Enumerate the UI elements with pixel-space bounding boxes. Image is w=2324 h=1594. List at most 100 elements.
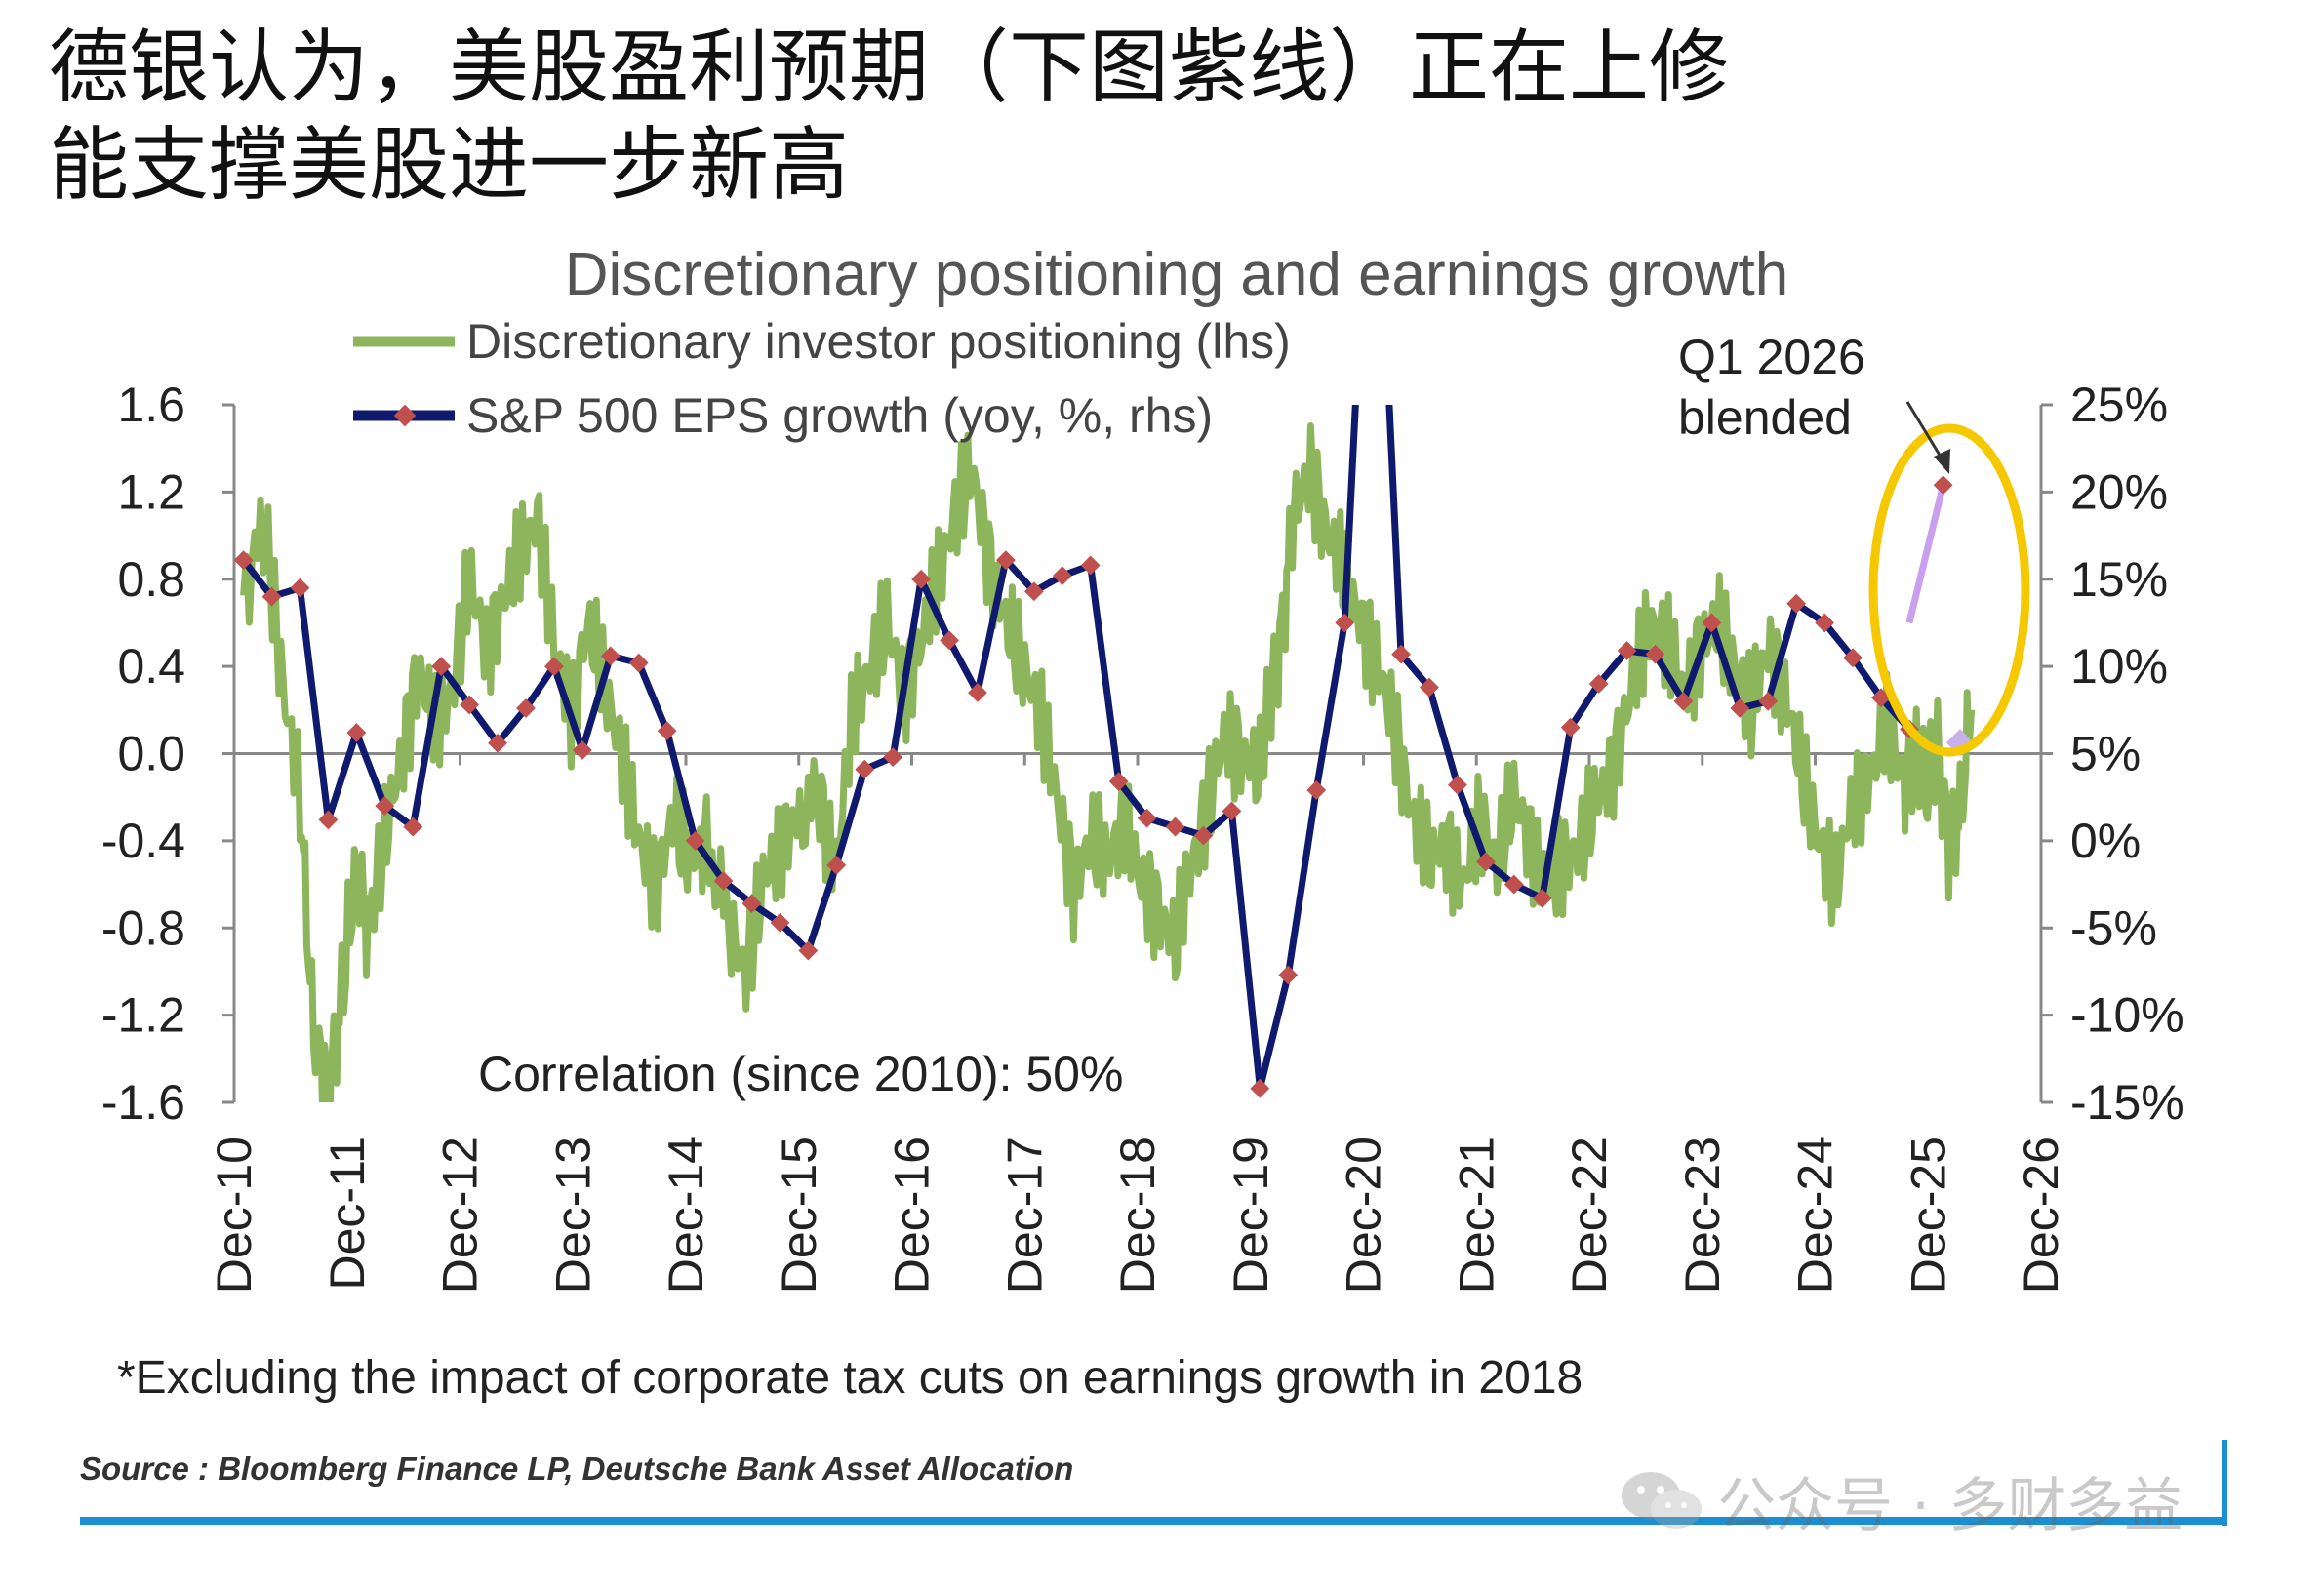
q1-2026-blended-line	[1905, 484, 1947, 624]
x-tick-label: Dec-12	[433, 1136, 488, 1294]
eps-growth-point	[1250, 1078, 1270, 1098]
eps-growth-point	[1758, 691, 1779, 711]
eps-growth-point	[1560, 717, 1581, 737]
x-tick-label: Dec-22	[1562, 1136, 1617, 1294]
eps-growth-point	[798, 940, 819, 961]
eps-growth-point	[1137, 808, 1157, 828]
eps-growth-point	[1645, 644, 1665, 664]
wechat-icon	[1622, 1472, 1702, 1529]
eps-growth-point	[346, 723, 367, 742]
x-tick-label: Dec-20	[1337, 1136, 1391, 1294]
right-tick-label: 5%	[2070, 727, 2141, 781]
eps-growth-point	[1673, 691, 1694, 711]
eps-growth-point	[1815, 613, 1835, 633]
eps-growth-point	[1278, 965, 1299, 985]
eps-growth-point	[1503, 874, 1524, 895]
left-tick-label: -1.6	[101, 1075, 185, 1130]
eps-growth-point	[318, 810, 339, 830]
eps-growth-point	[1391, 644, 1411, 664]
left-tick-label: 1.6	[117, 378, 185, 432]
x-tick-label: Dec-25	[1901, 1136, 1955, 1294]
eps-growth-point	[488, 733, 507, 753]
eps-growth-point	[713, 871, 734, 891]
left-tick-label: 0.8	[117, 552, 185, 607]
right-tick-label: 20%	[2070, 464, 2168, 519]
eps-growth-point	[770, 912, 790, 933]
eps-growth-point	[741, 894, 762, 914]
eps-growth-point	[1843, 648, 1863, 668]
x-tick-label: Dec-13	[545, 1136, 600, 1294]
x-tick-label: Dec-23	[1675, 1136, 1730, 1294]
x-tick-label: Dec-11	[320, 1136, 375, 1290]
left-tick-label: 0.4	[117, 639, 185, 694]
legend-label: Discretionary investor positioning (lhs)	[466, 314, 1291, 369]
eps-growth-point	[261, 586, 282, 607]
right-tick-label: -10%	[2070, 988, 2184, 1043]
eps-growth-point	[544, 657, 564, 677]
left-tick-label: 1.2	[117, 464, 185, 519]
annotation-arrow-head	[1934, 449, 1950, 474]
eps-growth-point	[1080, 555, 1101, 576]
eps-growth-point	[403, 817, 423, 837]
eps-growth-point	[1588, 674, 1609, 694]
eps-growth-point	[1193, 825, 1214, 846]
eps-growth-point	[1306, 780, 1327, 800]
highlight-ellipse	[1868, 423, 2030, 757]
x-tick-label: Dec-17	[997, 1136, 1052, 1294]
eps-growth-point	[572, 740, 592, 760]
watermark: 公众号 · 多财多益	[1620, 1461, 2183, 1540]
eps-growth-point	[1617, 641, 1637, 660]
eps-growth-point	[516, 698, 536, 718]
x-tick-label: Dec-16	[885, 1136, 940, 1294]
right-tick-label: -15%	[2070, 1075, 2184, 1130]
q1-2026-blended-point	[1933, 475, 1953, 496]
bottom-rule-tick	[2222, 1440, 2227, 1526]
eps-growth-point	[1165, 817, 1185, 837]
eps-growth-point	[968, 683, 987, 702]
x-tick-label: Dec-24	[1788, 1136, 1843, 1294]
eps-growth-point	[460, 695, 480, 715]
x-tick-label: Dec-21	[1449, 1136, 1503, 1294]
right-tick-label: 15%	[2070, 552, 2168, 607]
eps-growth-point	[290, 578, 310, 598]
right-tick-label: 0%	[2070, 814, 2141, 868]
right-tick-label: 10%	[2070, 639, 2168, 694]
headline: 德银认为，美股盈利预期（下图紫线）正在上修 能支撑美股进一步新高	[49, 20, 1729, 215]
eps-growth-point	[375, 796, 395, 817]
chart-title: Discretionary positioning and earnings g…	[565, 241, 1788, 308]
eps-growth-point	[1335, 613, 1355, 633]
eps-growth-point	[1052, 566, 1072, 586]
x-tick-label: Dec-26	[2014, 1136, 2068, 1294]
eps-growth-point	[1448, 775, 1467, 795]
eps-growth-point	[657, 721, 677, 741]
x-tick-label: Dec-14	[659, 1136, 713, 1294]
eps-growth-point	[1222, 801, 1242, 821]
eps-growth-point	[1420, 677, 1439, 697]
right-tick-label: 25%	[2070, 378, 2168, 432]
eps-growth-point	[855, 759, 875, 779]
eps-growth-point	[1702, 613, 1722, 633]
left-tick-label: -0.4	[101, 814, 185, 868]
eps-growth-point	[1532, 888, 1552, 908]
x-tick-label: Dec-19	[1223, 1136, 1278, 1294]
eps-growth-point	[600, 646, 621, 666]
eps-growth-point	[1475, 852, 1496, 872]
q1-annotation-line: Q1 2026	[1678, 330, 1865, 384]
left-tick-label: -1.2	[101, 988, 185, 1043]
eps-growth-point	[685, 830, 705, 851]
source-note: Source : Bloomberg Finance LP, Deutsche …	[80, 1451, 1074, 1487]
bottom-rule	[80, 1517, 2226, 1525]
eps-growth-point	[1108, 772, 1129, 791]
eps-growth-point	[431, 657, 452, 677]
watermark-text: 公众号 · 多财多益	[1717, 1471, 2184, 1540]
eps-growth-point	[940, 630, 959, 651]
x-tick-label: Dec-15	[772, 1136, 826, 1294]
eps-growth-point	[1023, 581, 1044, 602]
eps-growth-point	[826, 856, 847, 875]
eps-growth-point	[1730, 698, 1750, 718]
eps-growth-point	[911, 569, 932, 589]
eps-growth-point	[1786, 593, 1807, 614]
headline-line-1: 德银认为，美股盈利预期（下图紫线）正在上修	[49, 21, 1730, 114]
right-tick-label: -5%	[2070, 900, 2157, 955]
